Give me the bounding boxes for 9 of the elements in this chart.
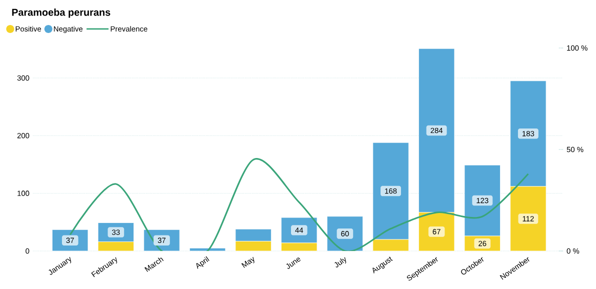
chart-title: Paramoeba perurans (12, 8, 110, 18)
bar (235, 228, 272, 242)
bar (98, 242, 134, 251)
bar (372, 239, 409, 251)
bar (235, 241, 272, 251)
bar (510, 186, 546, 251)
bar (372, 142, 409, 240)
bar (418, 48, 455, 213)
bar (510, 80, 546, 187)
